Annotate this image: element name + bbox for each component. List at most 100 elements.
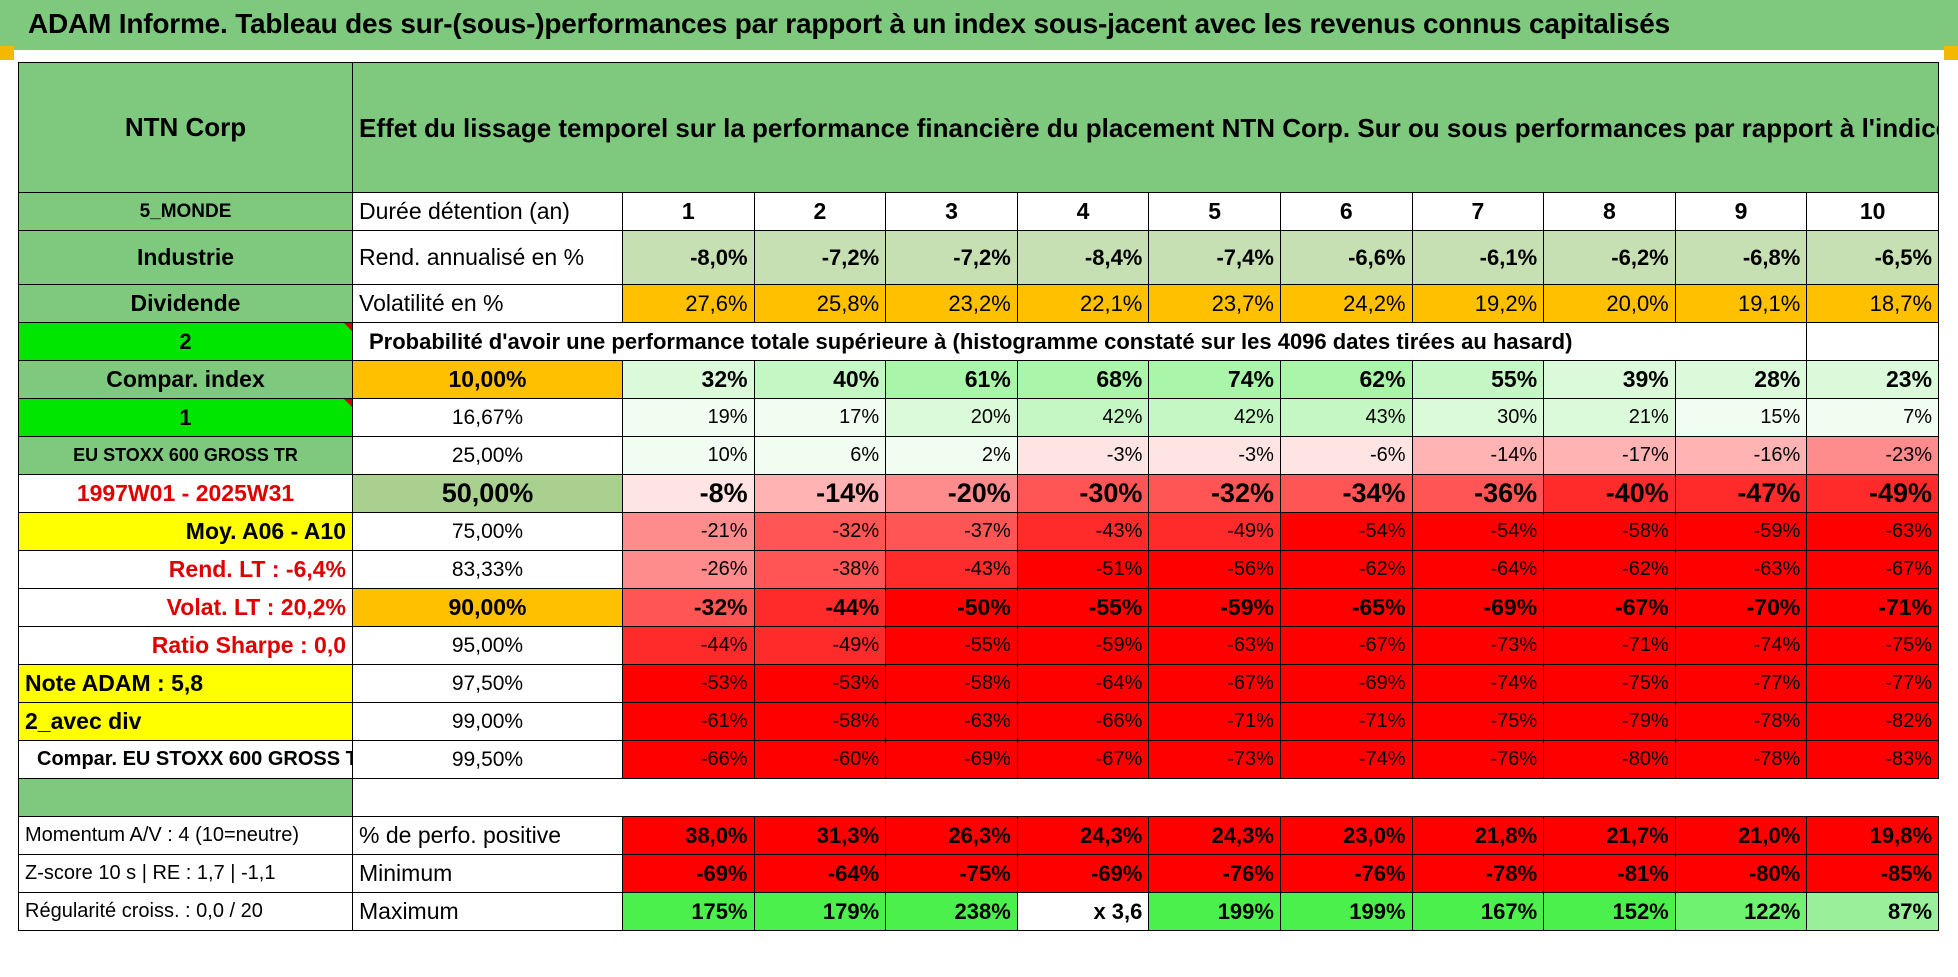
percentile-value: -69% [1279,664,1413,703]
region-label: 5_MONDE [18,192,353,231]
stat-value: -76% [1148,854,1281,893]
percentile-value: -71% [1543,626,1676,665]
percentile-value: 19% [622,398,755,437]
percentile-value: -49% [1806,474,1940,513]
percentile-value: -80% [1543,740,1676,779]
percentile-value: -32% [753,512,887,551]
percentile-value: 61% [885,360,1018,399]
stat-value: 122% [1674,892,1808,931]
percentile-value: -78% [1674,740,1808,779]
percentile-value: -64% [1016,664,1150,703]
performance-table: NTN Corp Effet du lissage temporel sur l… [18,62,1940,931]
momentum-label: Momentum A/V : 4 (10=neutre) [18,816,353,855]
percentile-value: -17% [1543,436,1676,475]
percentile-value: -75% [1411,702,1545,741]
percentile-value: 74% [1148,360,1281,399]
percentile-value: -40% [1543,474,1676,513]
stat-row: Momentum A/V : 4 (10=neutre)% de perfo. … [18,816,1940,855]
percentile-value: -50% [885,588,1018,627]
spacer-green-cell [18,778,353,817]
percentile-value: -20% [885,474,1018,513]
percentile-value: 6% [753,436,887,475]
percentile-threshold: 75,00% [352,512,623,551]
annual-return-value: -8,4% [1016,230,1150,285]
percentile-value: -55% [885,626,1018,665]
percentile-value: -75% [1806,626,1940,665]
zscore-label: Z-score 10 s | RE : 1,7 | -1,1 [18,854,353,893]
annual-return-value: -6,6% [1279,230,1413,285]
percentile-value: -77% [1674,664,1808,703]
long-term-return: Rend. LT : -6,4% [18,550,353,589]
percentile-value: -82% [1806,702,1940,741]
year-header: 4 [1016,192,1150,231]
spacer-cell [353,779,1939,817]
stat-value: -69% [622,854,755,893]
stat-value: -64% [753,854,887,893]
percentile-row: Volat. LT : 20,2% 90,00% -32% -44% -50% -55% -… [18,588,1940,627]
percentile-value: -66% [1016,702,1150,741]
percentile-value: 21% [1543,398,1676,437]
percentile-row: 2_avec div 99,00% -61% -58% -63% -66% -71% -71%… [18,702,1940,741]
percentile-value: -73% [1411,626,1545,665]
percentile-threshold: 83,33% [352,550,623,589]
volatility-value: 23,2% [885,284,1018,323]
percentile-value: -58% [753,702,887,741]
stat-value: 21,7% [1543,816,1676,855]
percentile-value: -32% [622,588,755,627]
percentile-value: -62% [1543,550,1676,589]
percentile-value: -49% [753,626,887,665]
stat-value: 21,8% [1411,816,1545,855]
stat-value: 87% [1806,892,1940,931]
percentile-value: -59% [1148,588,1281,627]
percentile-value: -79% [1543,702,1676,741]
stat-name: Maximum [352,892,623,931]
stat-value: 26,3% [885,816,1018,855]
percentile-value: -64% [1411,550,1545,589]
stat-value: -69% [1016,854,1150,893]
percentile-value: -67% [1016,740,1150,779]
stat-value: 167% [1411,892,1545,931]
percentile-value: -71% [1279,702,1413,741]
compar-index-label: Compar. index [18,360,353,399]
year-header: 2 [753,192,887,231]
percentile-threshold: 10,00% [352,360,623,399]
percentile-row: 1997W01 - 2025W31 50,00% -8% -14% -20% -30% -3… [18,474,1940,513]
percentile-value: -37% [885,512,1018,551]
stat-value: 238% [885,892,1018,931]
long-term-volatility: Volat. LT : 20,2% [18,588,353,627]
volatility-value: 24,2% [1279,284,1413,323]
percentile-value: -3% [1016,436,1150,475]
percentile-row: Note ADAM : 5,8 97,50% -53% -53% -58% -64% -67… [18,664,1940,703]
percentile-value: -76% [1411,740,1545,779]
percentile-value: -8% [622,474,755,513]
volatility-value: 18,7% [1806,284,1940,323]
percentile-value: -44% [753,588,887,627]
percentile-threshold: 97,50% [352,664,623,703]
corner-marker-right [1944,46,1958,60]
annual-return-value: -6,5% [1806,230,1940,285]
code-1-cell: 1 [18,398,353,437]
stat-value: -81% [1543,854,1676,893]
with-dividend-label: 2_avec div [18,702,353,741]
adam-note: Note ADAM : 5,8 [18,664,353,703]
stat-value: -75% [885,854,1018,893]
percentile-value: -60% [753,740,887,779]
percentile-value: 15% [1674,398,1808,437]
annual-return-value: -7,2% [885,230,1018,285]
volatility-value: 27,6% [622,284,755,323]
annual-return-value: -6,2% [1543,230,1676,285]
sharpe-ratio: Ratio Sharpe : 0,0 [18,626,353,665]
percentile-value: 40% [753,360,887,399]
year-header: 1 [622,192,755,231]
percentile-value: -74% [1279,740,1413,779]
percentile-threshold: 16,67% [352,398,623,437]
stat-name: % de perfo. positive [352,816,623,855]
volatility-value: 20,0% [1543,284,1676,323]
comparison-full-label: Compar. EU STOXX 600 GROSS TR [18,740,353,779]
percentile-value: 28% [1674,360,1808,399]
percentile-value: -53% [622,664,755,703]
annual-return-value: -7,2% [753,230,887,285]
percentile-value: -30% [1016,474,1150,513]
stat-value: 38,0% [622,816,755,855]
annual-return-value: -6,1% [1411,230,1545,285]
